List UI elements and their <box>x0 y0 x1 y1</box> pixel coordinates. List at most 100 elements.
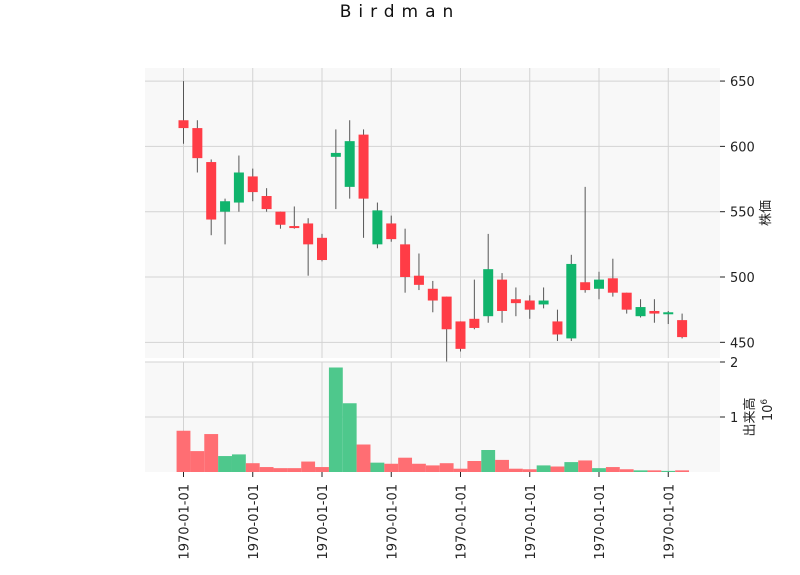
volume-bar <box>550 466 565 472</box>
candle <box>455 321 466 352</box>
volume-axis-label: 出来高 <box>742 397 758 436</box>
candle <box>317 233 327 262</box>
candle-body-up <box>566 263 577 339</box>
price-panel-background <box>145 68 720 358</box>
volume-bar <box>592 468 606 472</box>
volume-bar <box>245 463 260 472</box>
price-axis-ticks: 450 500 550 600 650 <box>720 75 755 351</box>
candle <box>497 273 508 323</box>
candle <box>566 254 577 342</box>
candle <box>220 198 231 245</box>
candle-body-down <box>621 292 632 310</box>
price-tick-label: 450 <box>730 336 755 351</box>
candle <box>441 296 452 369</box>
candle <box>594 271 604 300</box>
x-tick-label: 1970-01-01 <box>524 484 539 560</box>
candle-body-down <box>358 134 369 199</box>
candle-body-up <box>344 141 355 187</box>
volume-bar <box>204 434 219 472</box>
volume-bar <box>384 463 399 472</box>
candle-body-down <box>386 223 397 240</box>
volume-tick-label: 1 <box>730 411 738 426</box>
candle <box>427 280 438 313</box>
volume-bar <box>605 467 620 472</box>
x-tick-label: 1970-01-01 <box>593 484 608 560</box>
volume-exponent-power: 6 <box>760 399 770 405</box>
volume-bars <box>176 367 690 472</box>
candle <box>192 120 203 173</box>
candle <box>247 168 258 202</box>
volume-bar <box>259 467 274 472</box>
x-tick-label: 1970-01-01 <box>662 484 677 560</box>
candle-body-down <box>607 278 618 293</box>
price-panel: 450 500 550 600 650 株価 <box>145 68 774 369</box>
x-axis-ticks: 1970-01-01 1970-01-01 1970-01-01 1970-01-01… <box>178 472 677 560</box>
candle <box>621 292 632 314</box>
candle <box>510 287 521 317</box>
candle <box>400 228 411 293</box>
volume-bar <box>578 460 593 472</box>
candle <box>386 215 397 242</box>
candle-body-down <box>289 226 300 229</box>
candle <box>469 279 480 330</box>
candle-body-down <box>649 310 660 314</box>
candle-body-down <box>275 211 286 225</box>
candle <box>344 120 355 199</box>
volume-bar <box>495 459 509 472</box>
x-tick-label: 1970-01-01 <box>178 484 193 560</box>
candle <box>233 155 244 212</box>
candle-body-up <box>594 279 604 289</box>
candle-body-up <box>483 269 494 317</box>
candle <box>538 287 549 309</box>
volume-bar <box>647 470 662 472</box>
candle-body-up <box>663 312 674 315</box>
candle-body-up <box>220 201 231 212</box>
volume-bar <box>522 469 537 472</box>
candle <box>358 129 369 238</box>
candle <box>289 206 300 229</box>
candle-body-down <box>303 223 314 245</box>
candle-body-down <box>317 237 327 261</box>
x-tick-label: 1970-01-01 <box>316 484 331 560</box>
candle-body-down <box>580 282 591 291</box>
candle <box>413 253 424 291</box>
candle-body-down <box>427 288 438 301</box>
volume-bar <box>287 468 302 472</box>
price-tick-label: 650 <box>730 75 755 90</box>
volume-bar <box>508 468 523 472</box>
volume-bar <box>619 469 634 472</box>
price-tick-label: 500 <box>730 271 755 286</box>
volume-bar <box>190 451 205 472</box>
candle-body-down <box>497 279 508 311</box>
volume-bar <box>661 470 676 472</box>
volume-bar <box>467 461 482 472</box>
price-tick-label: 600 <box>730 140 755 155</box>
volume-bar <box>356 444 371 472</box>
candle <box>524 295 535 319</box>
candle-body-down <box>192 128 203 159</box>
candle <box>635 299 646 318</box>
volume-bar <box>633 470 648 472</box>
volume-bar <box>412 463 426 472</box>
candle-body-down <box>552 321 563 335</box>
volume-tick-label: 2 <box>730 356 738 371</box>
candle <box>663 310 674 325</box>
candle <box>649 299 660 323</box>
volume-bar <box>301 461 316 472</box>
candle <box>483 233 494 323</box>
candle <box>580 186 591 293</box>
volume-bar <box>273 468 288 472</box>
price-candles <box>178 81 688 369</box>
candle <box>677 313 688 339</box>
volume-bar <box>328 367 343 472</box>
volume-bar <box>453 468 468 472</box>
candle-body-down <box>206 162 217 220</box>
candle-body-up <box>330 152 341 157</box>
candle <box>261 188 272 212</box>
volume-bar <box>315 467 329 472</box>
candle-body-down <box>261 196 272 210</box>
x-tick-label: 1970-01-01 <box>385 484 400 560</box>
candle <box>372 202 383 249</box>
candle-body-down <box>455 321 466 349</box>
